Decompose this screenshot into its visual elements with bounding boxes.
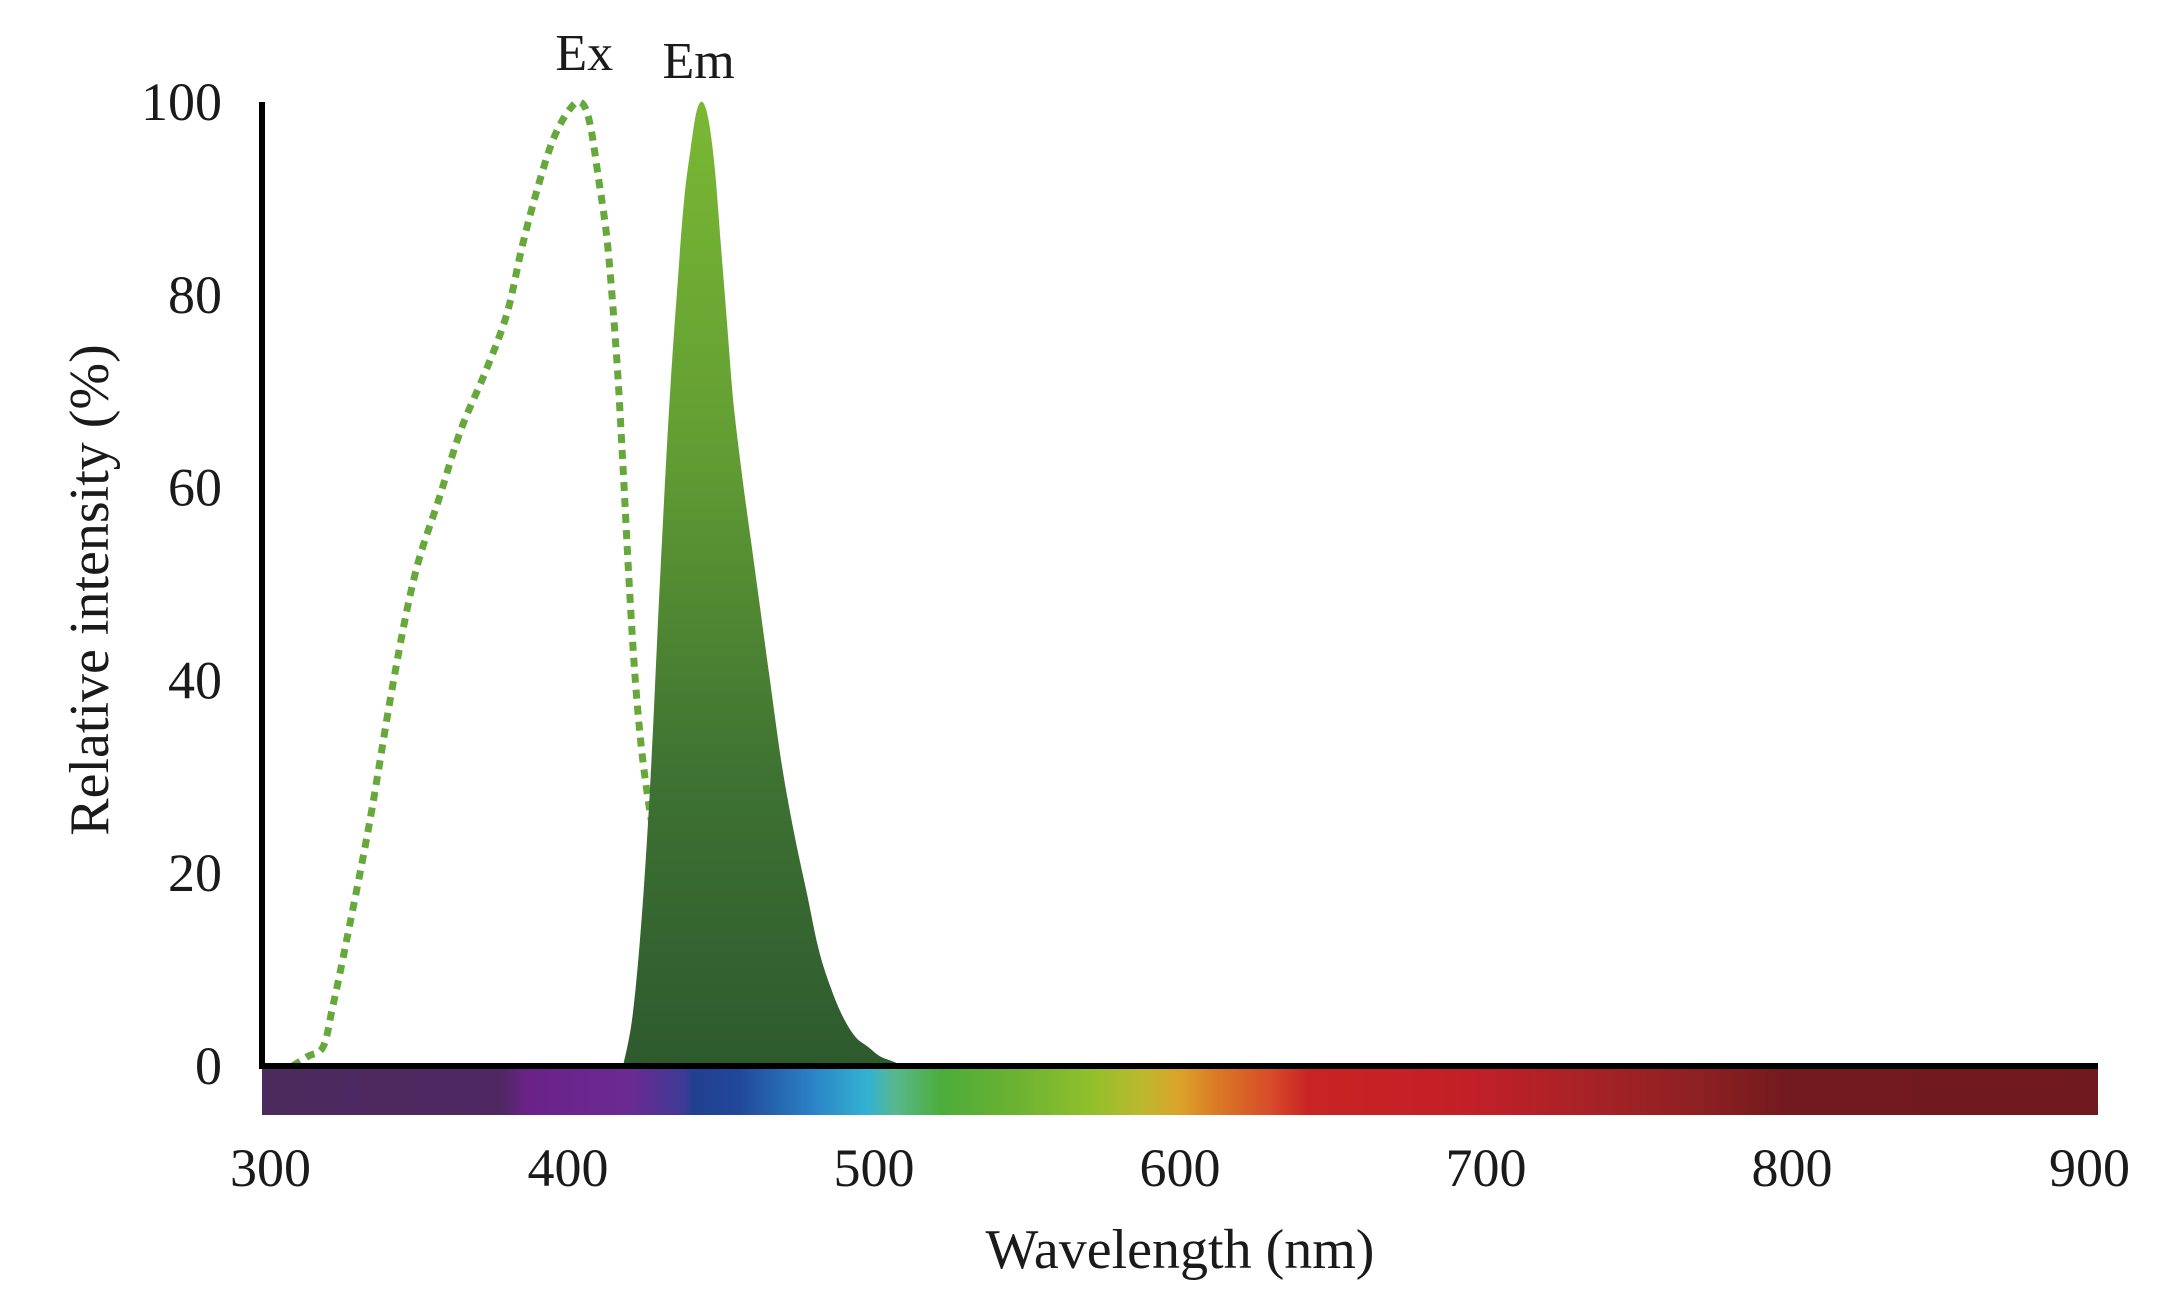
- y-axis-title: Relative intensity (%): [59, 344, 121, 835]
- x-tick-label: 900: [2049, 1138, 2130, 1198]
- y-tick-label: 20: [168, 843, 222, 903]
- y-tick-label: 80: [168, 265, 222, 325]
- y-tick-label: 60: [168, 458, 222, 518]
- x-tick-label: 300: [230, 1138, 311, 1198]
- series-em-area: [623, 101, 917, 1067]
- series-label-em: Em: [663, 33, 735, 90]
- spectrum-colorbar: [262, 1067, 2098, 1115]
- y-tick-label: 0: [195, 1036, 222, 1096]
- x-tick-label: 500: [834, 1138, 915, 1198]
- x-tick-label: 800: [1752, 1138, 1833, 1198]
- y-tick-label: 40: [168, 650, 222, 710]
- x-tick-label: 600: [1140, 1138, 1221, 1198]
- y-tick-label: 100: [141, 72, 222, 132]
- x-tick-label: 700: [1446, 1138, 1527, 1198]
- x-axis-title: Wavelength (nm): [986, 1219, 1375, 1281]
- series-label-ex: Ex: [555, 25, 613, 82]
- series-ex-line: [290, 98, 703, 1069]
- x-tick-label: 400: [528, 1138, 609, 1198]
